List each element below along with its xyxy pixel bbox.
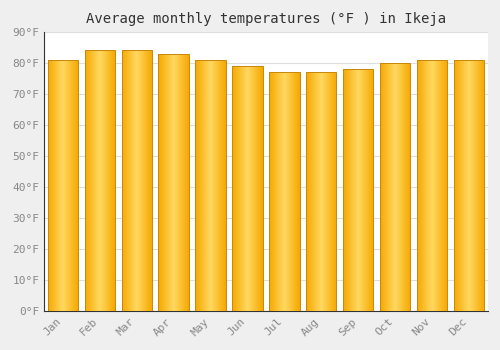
- Bar: [454, 60, 484, 311]
- Bar: [380, 63, 410, 311]
- Bar: [417, 60, 447, 311]
- Bar: [270, 72, 300, 311]
- Bar: [306, 72, 336, 311]
- Bar: [196, 60, 226, 311]
- Bar: [232, 66, 262, 311]
- Bar: [122, 50, 152, 311]
- Bar: [343, 69, 374, 311]
- Bar: [84, 50, 115, 311]
- Title: Average monthly temperatures (°F ) in Ikeja: Average monthly temperatures (°F ) in Ik…: [86, 13, 446, 27]
- Bar: [158, 54, 189, 311]
- Bar: [48, 60, 78, 311]
